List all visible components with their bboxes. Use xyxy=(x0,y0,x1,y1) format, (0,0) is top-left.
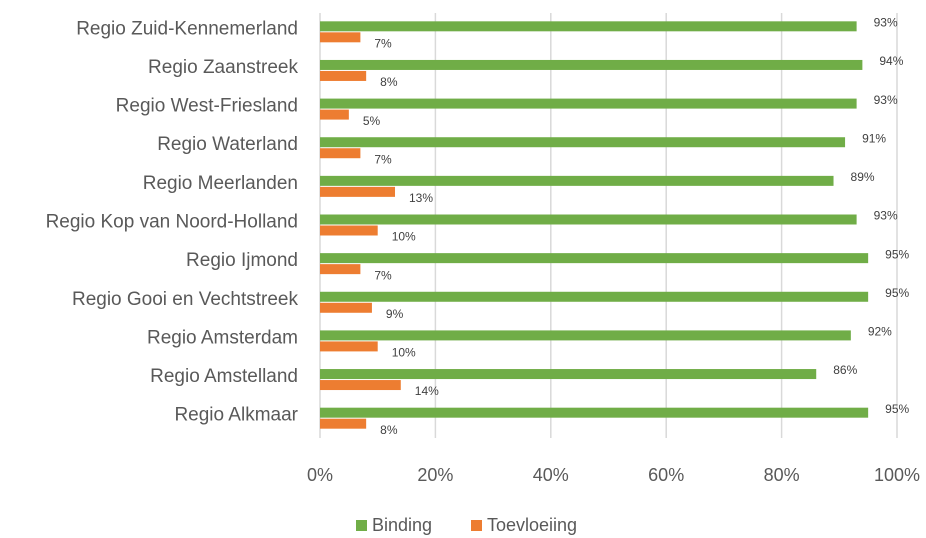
x-tick-label: 20% xyxy=(417,465,453,485)
value-label: 94% xyxy=(879,54,903,68)
value-label: 14% xyxy=(415,384,439,398)
value-label: 89% xyxy=(851,170,875,184)
bar xyxy=(320,109,349,120)
bar xyxy=(320,186,396,197)
x-tick-label: 40% xyxy=(533,465,569,485)
bar xyxy=(320,148,361,159)
value-label: 95% xyxy=(885,286,909,300)
value-label: 86% xyxy=(833,363,857,377)
value-label: 91% xyxy=(862,131,886,145)
y-tick-label: Regio Amstelland xyxy=(150,366,298,387)
y-tick-label: Regio Amsterdam xyxy=(147,327,298,348)
legend-swatch xyxy=(356,520,367,531)
value-label: 93% xyxy=(874,15,898,29)
x-tick-label: 100% xyxy=(874,465,920,485)
bar xyxy=(320,418,367,429)
bar xyxy=(320,264,361,275)
bar xyxy=(320,59,863,70)
value-label: 10% xyxy=(392,346,416,360)
legend-label: Binding xyxy=(372,515,432,535)
bar xyxy=(320,369,817,380)
y-tick-label: Regio Gooi en Vechtstreek xyxy=(72,289,299,310)
value-label: 10% xyxy=(392,230,416,244)
x-tick-label: 0% xyxy=(307,465,333,485)
bar xyxy=(320,341,378,352)
bar xyxy=(320,225,378,236)
value-label: 92% xyxy=(868,325,892,339)
bar xyxy=(320,407,869,418)
value-label: 93% xyxy=(874,93,898,107)
bar xyxy=(320,21,857,32)
y-tick-label: Regio Kop van Noord-Holland xyxy=(46,212,298,233)
y-tick-label: Regio Ijmond xyxy=(186,250,298,271)
bar xyxy=(320,330,851,341)
value-label: 95% xyxy=(885,247,909,261)
bar xyxy=(320,302,372,313)
value-label: 95% xyxy=(885,402,909,416)
bar xyxy=(320,291,869,302)
value-label: 8% xyxy=(380,75,398,89)
y-tick-label: Regio Waterland xyxy=(157,134,298,155)
y-tick-label: Regio Zaanstreek xyxy=(148,57,298,78)
value-label: 5% xyxy=(363,114,381,128)
legend-swatch xyxy=(471,520,482,531)
bar xyxy=(320,137,846,148)
value-label: 9% xyxy=(386,307,404,321)
x-tick-label: 80% xyxy=(764,465,800,485)
y-tick-label: Regio Zuid-Kennemerland xyxy=(76,18,298,39)
value-label: 7% xyxy=(374,268,392,282)
x-tick-label: 60% xyxy=(648,465,684,485)
value-label: 7% xyxy=(374,152,392,166)
bar xyxy=(320,70,367,81)
value-label: 93% xyxy=(874,209,898,223)
value-label: 7% xyxy=(374,36,392,50)
y-tick-label: Regio Alkmaar xyxy=(174,405,298,426)
bar xyxy=(320,253,869,264)
y-tick-label: Regio Meerlanden xyxy=(143,173,298,194)
bar xyxy=(320,175,834,186)
bar xyxy=(320,32,361,43)
bar xyxy=(320,98,857,109)
bar xyxy=(320,380,401,391)
y-tick-label: Regio West-Friesland xyxy=(116,96,298,117)
legend-label: Toevloeiing xyxy=(487,515,577,535)
value-label: 13% xyxy=(409,191,433,205)
bar xyxy=(320,214,857,225)
value-label: 8% xyxy=(380,423,398,437)
